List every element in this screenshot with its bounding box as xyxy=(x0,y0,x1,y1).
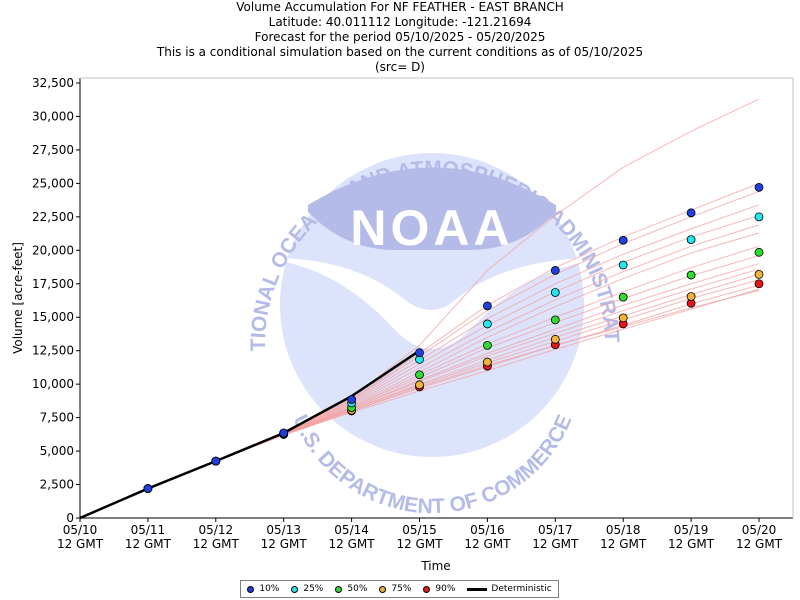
exceedance-markers xyxy=(143,182,764,493)
y-axis-label: Volume [acre-feet] xyxy=(11,242,25,354)
point-10-4 xyxy=(347,395,357,404)
point-90-10 xyxy=(754,279,764,289)
point-10-8 xyxy=(618,235,628,245)
y-tick-label: 25,000 xyxy=(32,176,74,190)
y-tick-label: 30,000 xyxy=(32,109,74,123)
point-50-10 xyxy=(754,247,764,257)
y-tick-label: 2,500 xyxy=(40,478,74,492)
x-tick-label: 05/13 12 GMT xyxy=(261,523,308,551)
point-75-9 xyxy=(686,292,696,301)
legend-line-deterministic xyxy=(467,587,488,591)
point-10-10 xyxy=(754,182,764,192)
point-10-3 xyxy=(279,428,289,438)
point-25-7 xyxy=(550,288,560,297)
y-tick-label: 32,500 xyxy=(32,76,74,90)
x-axis-label: Time xyxy=(420,559,450,573)
point-50-6 xyxy=(482,340,492,350)
chart-axes: 0 2,500 5,000 7,500 10,000 12,500 15,000 17,500… xyxy=(32,76,794,551)
chart-titles: Volume Accumulation For NF FEATHER - EAS… xyxy=(0,0,800,75)
point-50-8 xyxy=(618,292,628,302)
x-tick-label: 05/14 12 GMT xyxy=(329,523,376,551)
point-75-8 xyxy=(618,313,628,323)
chart-subtitle-conditions: This is a conditional simulation based o… xyxy=(156,45,644,59)
y-tick-label: 0 xyxy=(66,511,74,525)
point-25-10 xyxy=(754,212,764,222)
chart-subtitle-location: Latitude: 40.011112 Longitude: -121.2169… xyxy=(268,15,532,29)
point-25-8 xyxy=(618,260,628,270)
y-tick-label: 15,000 xyxy=(32,310,74,324)
y-tick-label: 10,000 xyxy=(32,377,74,391)
chart-legend: 10% 25% 50% 75% 90% Deterministic xyxy=(240,580,559,598)
x-tick-label: 05/15 12 GMT xyxy=(396,523,443,551)
x-tick-label: 05/20 12 GMT xyxy=(736,523,783,551)
legend-label-50: 50% xyxy=(347,584,368,594)
x-tick-label: 05/16 12 GMT xyxy=(464,523,511,551)
legend-item-75: 75% xyxy=(379,584,411,594)
point-10-7 xyxy=(550,265,560,275)
deterministic-line xyxy=(79,349,421,520)
point-75-6 xyxy=(482,357,492,367)
legend-marker-25 xyxy=(291,585,299,593)
noaa-logo-text: NOAA xyxy=(350,200,513,256)
point-50-5 xyxy=(415,370,424,380)
point-10-5 xyxy=(415,348,424,358)
x-tick-label: 05/19 12 GMT xyxy=(668,523,715,551)
point-50-9 xyxy=(686,270,696,280)
legend-label-25: 25% xyxy=(303,584,324,594)
point-25-9 xyxy=(686,235,696,245)
y-tick-label: 12,500 xyxy=(32,344,74,358)
legend-marker-50 xyxy=(335,585,343,593)
x-tick-label: 05/17 12 GMT xyxy=(532,523,579,551)
y-tick-label: 5,000 xyxy=(40,444,74,458)
point-75-5 xyxy=(415,380,424,390)
y-tick-label: 20,000 xyxy=(32,243,74,257)
noaa-logo-bird xyxy=(308,167,556,250)
legend-label-75: 75% xyxy=(391,584,412,594)
point-10-9 xyxy=(686,208,696,218)
x-tick-label: 05/12 12 GMT xyxy=(193,523,240,551)
deterministic-series xyxy=(79,349,421,520)
legend-item-50: 50% xyxy=(335,584,367,594)
point-10-1 xyxy=(143,484,153,493)
legend-item-deterministic: Deterministic xyxy=(467,584,552,594)
point-50-7 xyxy=(550,315,560,325)
x-tick-label: 05/11 12 GMT xyxy=(125,523,172,551)
chart-title: Volume Accumulation For NF FEATHER - EAS… xyxy=(236,0,564,14)
x-tick-label: 05/18 12 GMT xyxy=(600,523,647,551)
legend-item-25: 25% xyxy=(291,584,323,594)
legend-label-deterministic: Deterministic xyxy=(491,584,552,594)
chart-plot: NOAA NATIONAL OCEANIC AND ATMOSPHERIC AD… xyxy=(0,0,794,573)
chart-subtitle-period: Forecast for the period 05/10/2025 - 05/… xyxy=(254,30,546,44)
y-tick-label: 17,500 xyxy=(32,277,74,291)
legend-marker-10 xyxy=(247,585,255,593)
legend-item-90: 90% xyxy=(423,584,455,594)
point-75-10 xyxy=(754,269,764,279)
legend-item-10: 10% xyxy=(247,584,279,594)
point-10-6 xyxy=(482,301,492,311)
legend-label-90: 90% xyxy=(435,584,456,594)
y-tick-label: 27,500 xyxy=(32,143,74,157)
x-tick-label: 05/10 12 GMT xyxy=(57,523,104,551)
y-tick-label: 22,500 xyxy=(32,210,74,224)
point-25-6 xyxy=(482,319,492,329)
legend-label-10: 10% xyxy=(259,584,280,594)
point-10-2 xyxy=(211,456,221,466)
noaa-logo-wave xyxy=(285,258,584,349)
point-75-7 xyxy=(550,334,560,344)
legend-marker-90 xyxy=(423,585,431,593)
legend-marker-75 xyxy=(379,585,387,593)
chart-subtitle-source: (src= D) xyxy=(375,60,425,74)
y-tick-label: 7,500 xyxy=(40,411,74,425)
